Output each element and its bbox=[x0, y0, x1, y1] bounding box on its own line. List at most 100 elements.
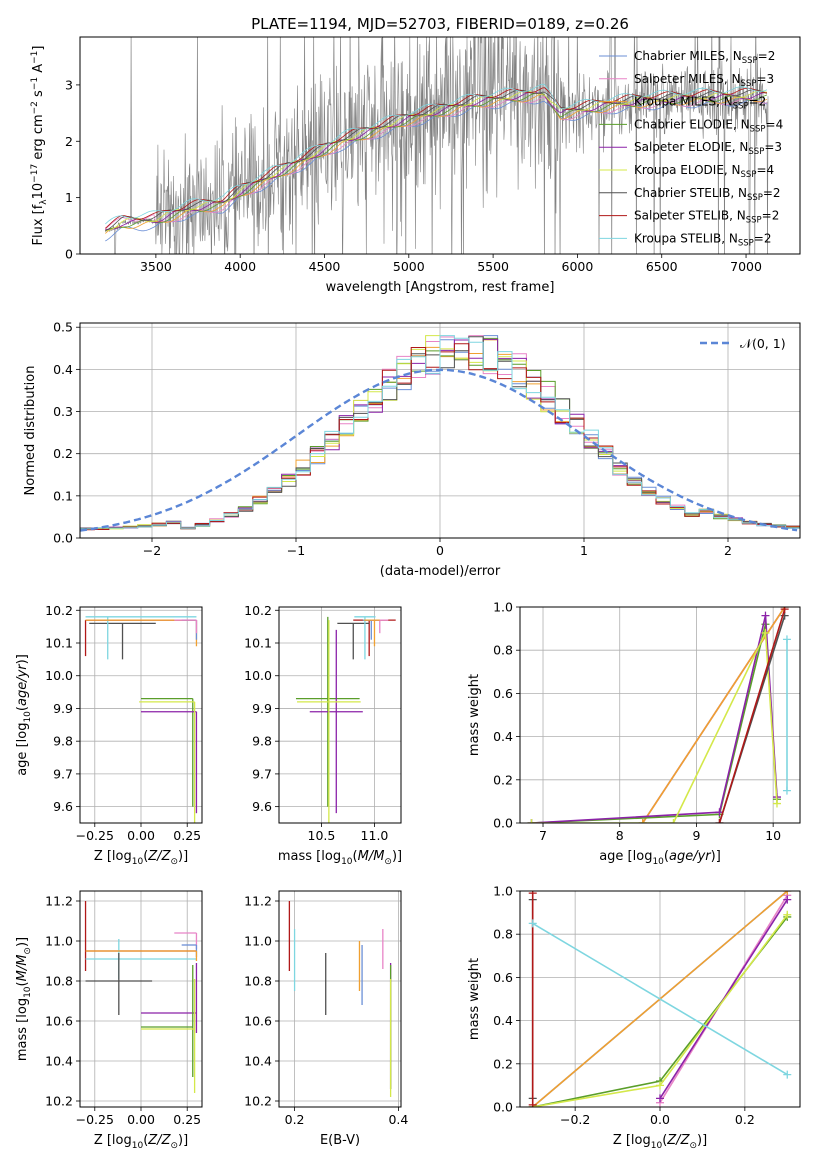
mass-weight-marker bbox=[782, 786, 791, 795]
mass-weight-marker bbox=[669, 819, 678, 823]
mass-weight-marker bbox=[528, 891, 537, 898]
x-axis-label: E(B-V) bbox=[320, 1133, 360, 1148]
mass-weight-marker bbox=[761, 628, 770, 637]
mass-weight-marker bbox=[638, 819, 647, 823]
x-axis-label: Z [log10(Z/Z⊙)] bbox=[613, 1133, 707, 1151]
mass-weight-marker bbox=[783, 891, 792, 895]
y-tick-label: 0.6 bbox=[493, 686, 513, 701]
plot-area bbox=[84, 901, 198, 1093]
mass-weight-line bbox=[642, 607, 786, 823]
y-tick-label: 0.1 bbox=[53, 488, 73, 503]
y-tick-label: 0 bbox=[65, 247, 73, 262]
x-tick-label: 9 bbox=[692, 828, 700, 843]
y-tick-label: 9.7 bbox=[252, 766, 272, 781]
y-tick-label: 10.4 bbox=[244, 1054, 272, 1069]
x-tick-label: 5500 bbox=[477, 259, 509, 274]
y-tick-label: 0.0 bbox=[493, 1100, 513, 1115]
x-tick-label: 7 bbox=[539, 828, 547, 843]
legend-label: Salpeter MILES, NSSP=3 bbox=[634, 72, 774, 89]
y-tick-label: 10.0 bbox=[45, 668, 73, 683]
x-tick-label: 4000 bbox=[224, 259, 256, 274]
figure-title: PLATE=1194, MJD=52703, FIBERID=0189, z=0… bbox=[251, 15, 629, 33]
x-tick-label: 4500 bbox=[309, 259, 341, 274]
legend-label: Chabrier ELODIE, NSSP=4 bbox=[634, 117, 783, 134]
x-tick-label: −0.25 bbox=[76, 1112, 114, 1127]
y-axis-label: Flux [fλ10−17 erg cm−2 s−1 A−1] bbox=[30, 46, 49, 246]
axes-frame bbox=[79, 322, 801, 539]
x-tick-label: 6000 bbox=[562, 259, 594, 274]
mass-weight-line bbox=[532, 922, 788, 1076]
model-spectrum-line bbox=[105, 87, 768, 229]
mass-vs-ebv-panel: 0.2 0.4 10.2 10.4 10.6 10.8 11.0 11.2 E(B-V) bbox=[244, 890, 408, 1148]
mass-weight-marker bbox=[527, 819, 536, 823]
x-tick-label: 0.00 bbox=[127, 1112, 155, 1127]
axes-frame bbox=[278, 890, 402, 1108]
x-tick-label: 0.00 bbox=[127, 828, 155, 843]
y-tick-label: 1.0 bbox=[493, 600, 513, 615]
x-tick-label: −0.2 bbox=[560, 1112, 590, 1127]
mass-weight-marker bbox=[772, 799, 781, 808]
x-axis-label: Z [log10(Z/Z⊙)] bbox=[94, 1133, 188, 1151]
x-axis-label: mass [log10(M/M⊙)] bbox=[278, 849, 402, 867]
y-tick-label: 10.8 bbox=[45, 974, 73, 989]
residuals-panel: −2 −1 0 1 2 0.0 0.1 0.2 0.3 0.4 0.5 𝒩(0, 1) (data-mo… bbox=[23, 320, 801, 579]
mass-weight-marker bbox=[780, 607, 789, 614]
y-tick-label: 0.2 bbox=[53, 446, 73, 461]
y-tick-label: 0.8 bbox=[493, 643, 513, 658]
y-tick-label: 0.0 bbox=[53, 531, 73, 546]
axes-frame bbox=[519, 890, 801, 1108]
y-tick-label: 10.2 bbox=[45, 603, 73, 618]
plot-area bbox=[295, 616, 396, 823]
x-tick-label: 0 bbox=[436, 543, 444, 558]
y-tick-label: 9.8 bbox=[53, 734, 73, 749]
plot-area bbox=[80, 335, 800, 532]
grid-lines bbox=[279, 607, 401, 823]
y-tick-label: 10.1 bbox=[45, 636, 73, 651]
x-tick-label: 10 bbox=[765, 828, 781, 843]
model-spectrum-line bbox=[105, 90, 768, 232]
massweight-vs-metallicity-panel: −0.2 0.0 0.2 0.0 0.2 0.4 0.6 0.8 1.0 Z [log10(Z/Z… bbox=[467, 884, 801, 1151]
y-tick-label: 0.4 bbox=[53, 362, 73, 377]
x-axis-label: age [log10(age/yr)] bbox=[599, 849, 721, 867]
y-tick-label: 10.6 bbox=[244, 1014, 272, 1029]
x-tick-label: −1 bbox=[287, 543, 305, 558]
x-tick-label: 2 bbox=[724, 543, 732, 558]
residual-histogram bbox=[80, 335, 800, 530]
x-axis-label: wavelength [Angstrom, rest frame] bbox=[326, 280, 555, 295]
y-tick-label: 10.2 bbox=[45, 1094, 73, 1109]
legend-label: Kroupa ELODIE, NSSP=4 bbox=[634, 163, 774, 180]
axes-frame bbox=[278, 606, 402, 824]
y-tick-label: 0.4 bbox=[493, 729, 513, 744]
x-tick-label: 0.2 bbox=[285, 1112, 305, 1127]
x-tick-label: 0.25 bbox=[173, 1112, 201, 1127]
y-tick-label: 0.8 bbox=[493, 927, 513, 942]
y-tick-label: 0.5 bbox=[53, 320, 73, 335]
y-tick-label: 9.8 bbox=[252, 734, 272, 749]
grid-lines bbox=[520, 606, 800, 824]
y-tick-label: 11.0 bbox=[244, 934, 272, 949]
x-axis-label: Z [log10(Z/Z⊙)] bbox=[94, 849, 188, 867]
y-tick-label: 1.0 bbox=[493, 884, 513, 899]
mass-weight-marker bbox=[528, 919, 537, 928]
y-tick-label: 11.2 bbox=[244, 894, 272, 909]
mass-weight-line bbox=[531, 629, 778, 823]
y-tick-label: 0.2 bbox=[493, 1056, 513, 1071]
legend-label: Salpeter STELIB, NSSP=2 bbox=[634, 209, 779, 226]
axes-frame bbox=[79, 606, 203, 824]
x-tick-label: 1 bbox=[580, 543, 588, 558]
age-vs-metallicity-panel: −0.25 0.00 0.25 9.6 9.7 9.8 9.9 10.0 10.1 10.2 Z [… bbox=[15, 603, 203, 867]
mass-vs-metallicity-panel: −0.25 0.00 0.25 10.2 10.4 10.6 10.8 11.0 11.2 Z [… bbox=[15, 890, 203, 1151]
y-tick-label: 0.6 bbox=[493, 970, 513, 985]
y-axis-label: Normed distribution bbox=[23, 366, 38, 496]
y-tick-label: 0.4 bbox=[493, 1013, 513, 1028]
axes-frame bbox=[79, 36, 801, 255]
x-tick-label: 7000 bbox=[730, 259, 762, 274]
y-tick-label: 1 bbox=[65, 190, 73, 205]
massweight-vs-age-panel: 7 8 9 10 0.0 0.2 0.4 0.6 0.8 1.0 age [log10(age/yr… bbox=[467, 600, 801, 867]
mass-weight-marker bbox=[783, 1070, 792, 1079]
normal-distribution-curve bbox=[80, 368, 798, 532]
x-axis-label: (data-model)/error bbox=[380, 564, 501, 579]
grid-lines bbox=[80, 607, 202, 823]
y-tick-label: 0.2 bbox=[493, 772, 513, 787]
